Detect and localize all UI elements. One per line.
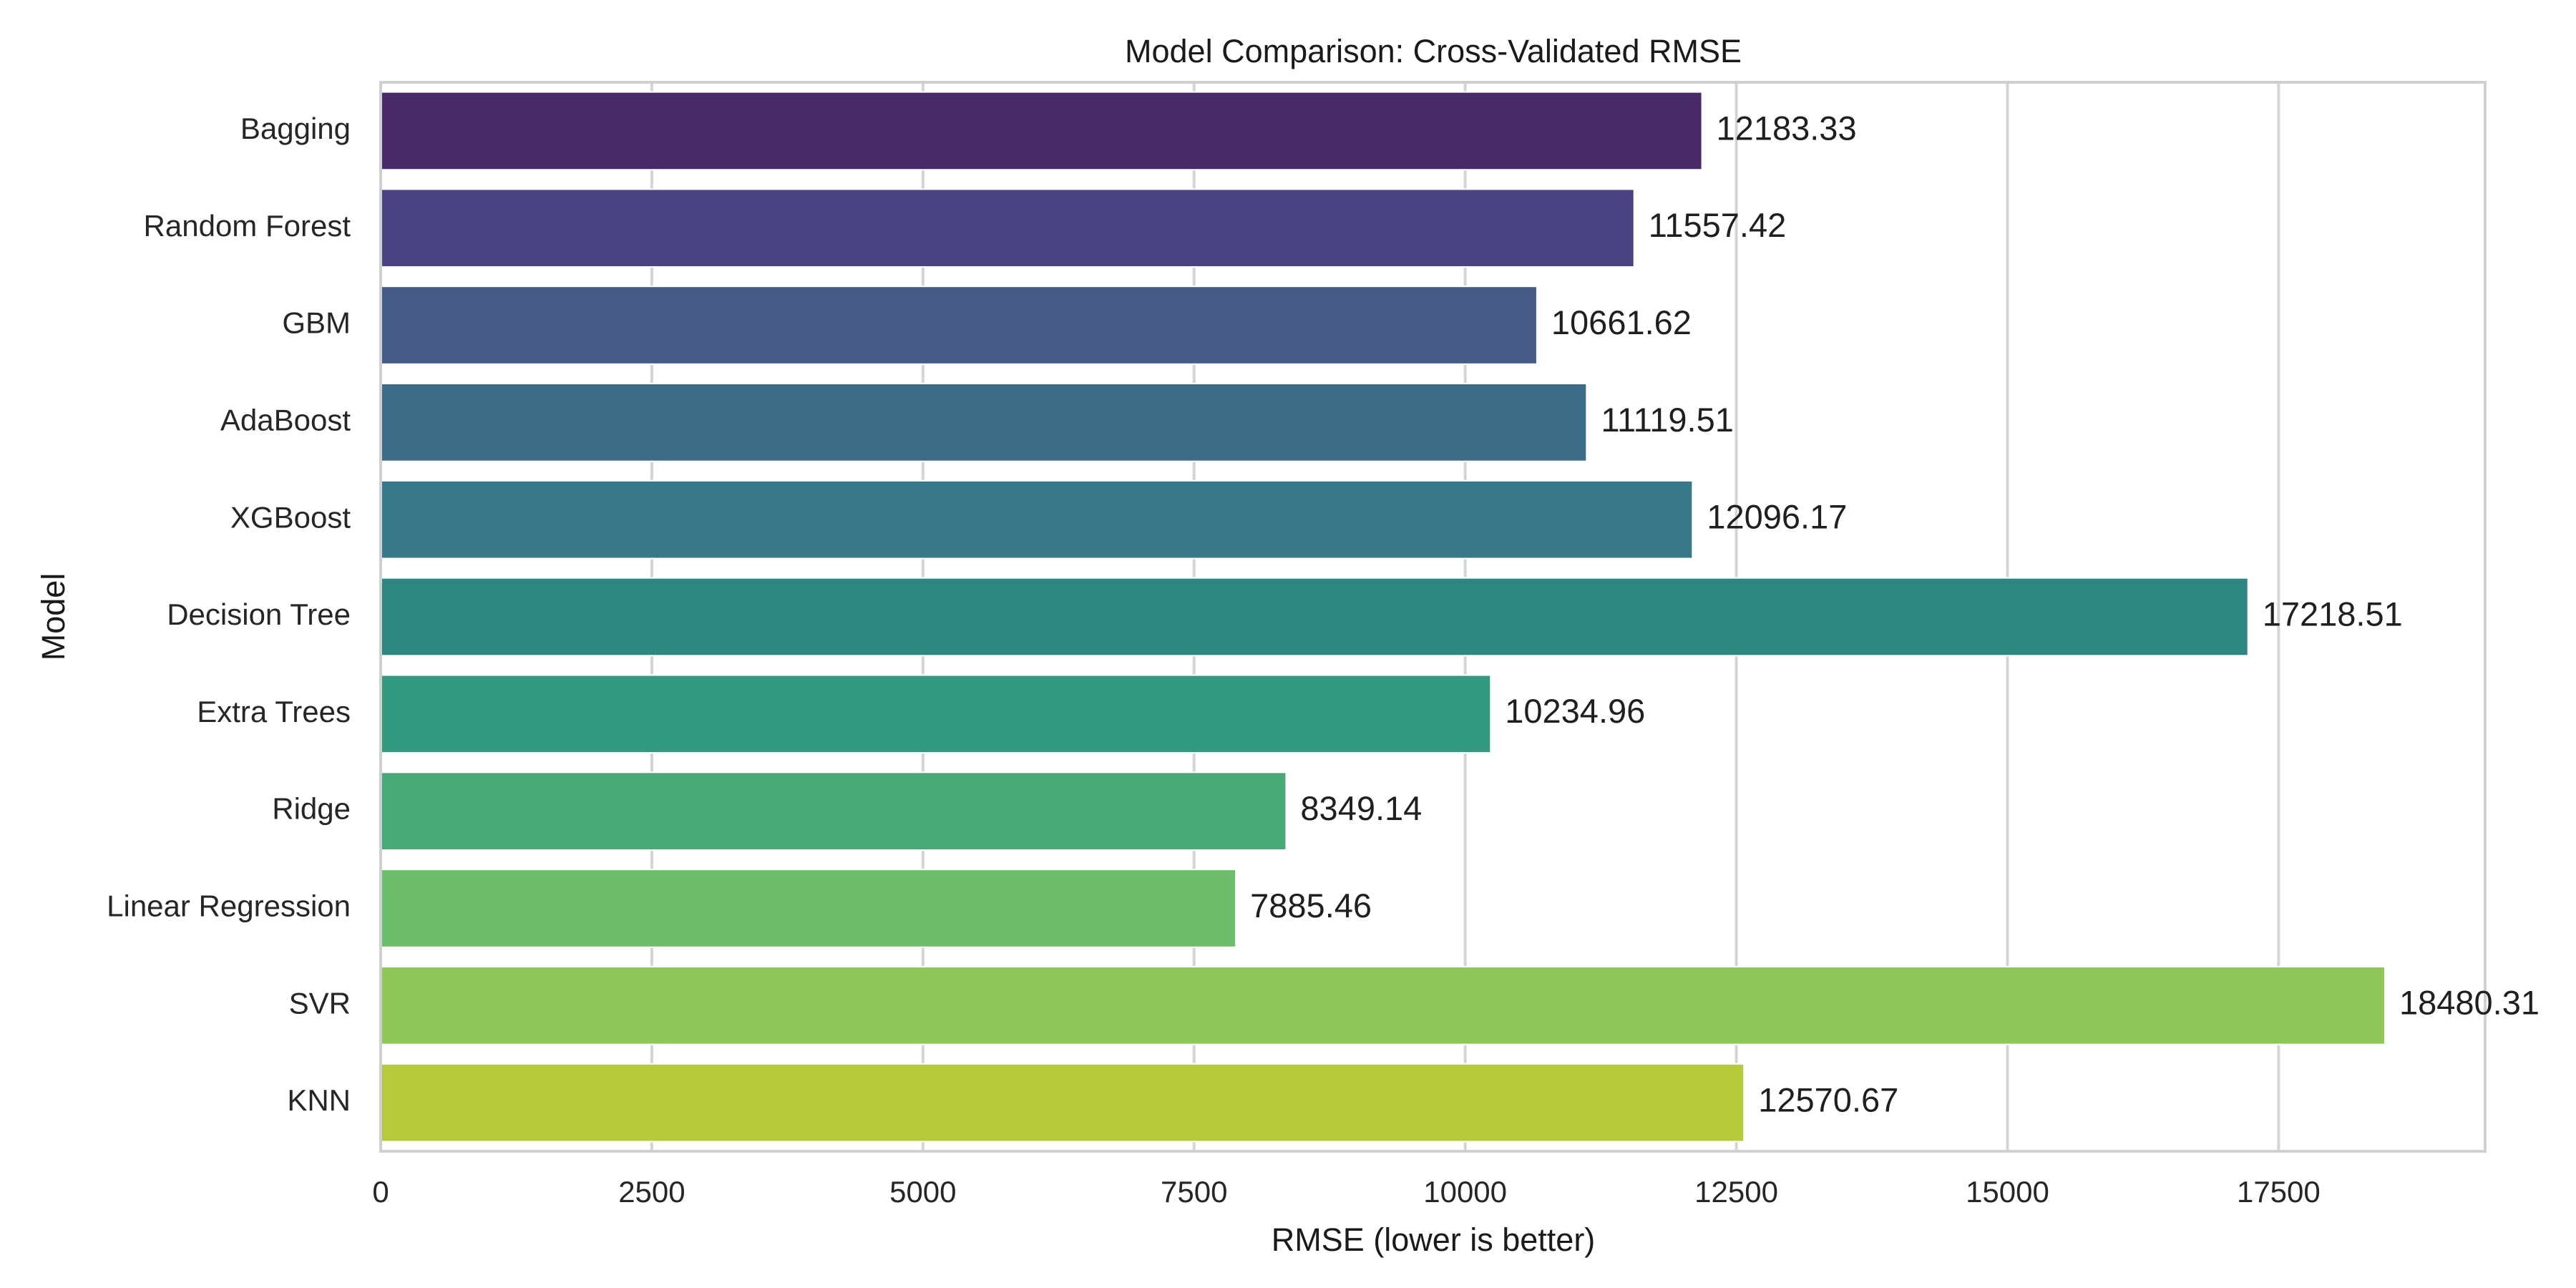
data-label-extra-trees: 10234.96 <box>1505 692 1645 730</box>
data-label-linear-regression: 7885.46 <box>1250 887 1372 924</box>
chart-title: Model Comparison: Cross-Validated RMSE <box>1125 33 1742 69</box>
x-tick-label: 15000 <box>1966 1175 2049 1209</box>
x-tick-label: 7500 <box>1161 1175 1227 1209</box>
y-category-label: KNN <box>287 1083 351 1117</box>
bar-adaboost <box>380 383 1588 462</box>
y-category-label: XGBoost <box>230 500 351 534</box>
bar-extra-trees <box>380 674 1492 754</box>
y-category-label: GBM <box>282 306 351 340</box>
x-tick-label: 5000 <box>889 1175 956 1209</box>
bar-random-forest <box>380 188 1635 268</box>
bar-bagging <box>380 91 1703 171</box>
bar-decision-tree <box>380 577 2249 657</box>
x-tick-label: 17500 <box>2237 1175 2321 1209</box>
x-axis-label: RMSE (lower is better) <box>1272 1221 1596 1258</box>
bar-xgboost <box>380 479 1694 560</box>
x-tick-label: 12500 <box>1694 1175 1778 1209</box>
data-label-xgboost: 12096.17 <box>1707 498 1847 536</box>
spines-layer <box>379 81 2487 1153</box>
bar-linear-regression <box>380 869 1237 948</box>
bar-svr <box>380 965 2386 1045</box>
y-axis-label: Model <box>35 573 72 661</box>
y-category-label: SVR <box>289 986 351 1020</box>
bars-layer <box>380 91 2386 1143</box>
data-label-ridge: 8349.14 <box>1300 789 1422 827</box>
x-tick-label: 2500 <box>618 1175 685 1209</box>
x-tick-label: 0 <box>372 1175 389 1209</box>
plot-frame <box>379 81 2487 1153</box>
bar-gbm <box>380 286 1538 365</box>
data-label-bagging: 12183.33 <box>1717 109 1857 147</box>
data-label-decision-tree: 17218.51 <box>2263 595 2403 633</box>
ticks-layer: 0 2500 5000 7500 10000 12500 15000 17500 <box>372 1175 2320 1209</box>
y-category-label: Bagging <box>240 112 351 145</box>
y-category-label: Linear Regression <box>107 889 351 923</box>
data-label-gbm: 10661.62 <box>1551 303 1692 341</box>
y-category-label: Decision Tree <box>167 597 351 631</box>
y-category-label: Random Forest <box>144 209 351 243</box>
bar-ridge <box>380 771 1287 851</box>
x-tick-label: 10000 <box>1423 1175 1507 1209</box>
data-label-knn: 12570.67 <box>1758 1081 1898 1119</box>
data-label-random-forest: 11557.42 <box>1649 206 1787 244</box>
bar-knn <box>380 1063 1745 1143</box>
y-category-label: AdaBoost <box>220 403 351 436</box>
labels-layer: Bagging 12183.33 Random Forest 11557.42 GBM 1… <box>107 109 2540 1118</box>
data-label-svr: 18480.31 <box>2399 984 2540 1022</box>
y-category-label: Extra Trees <box>197 695 351 728</box>
y-category-label: Ridge <box>272 792 351 826</box>
data-label-adaboost: 11119.51 <box>1601 401 1734 439</box>
